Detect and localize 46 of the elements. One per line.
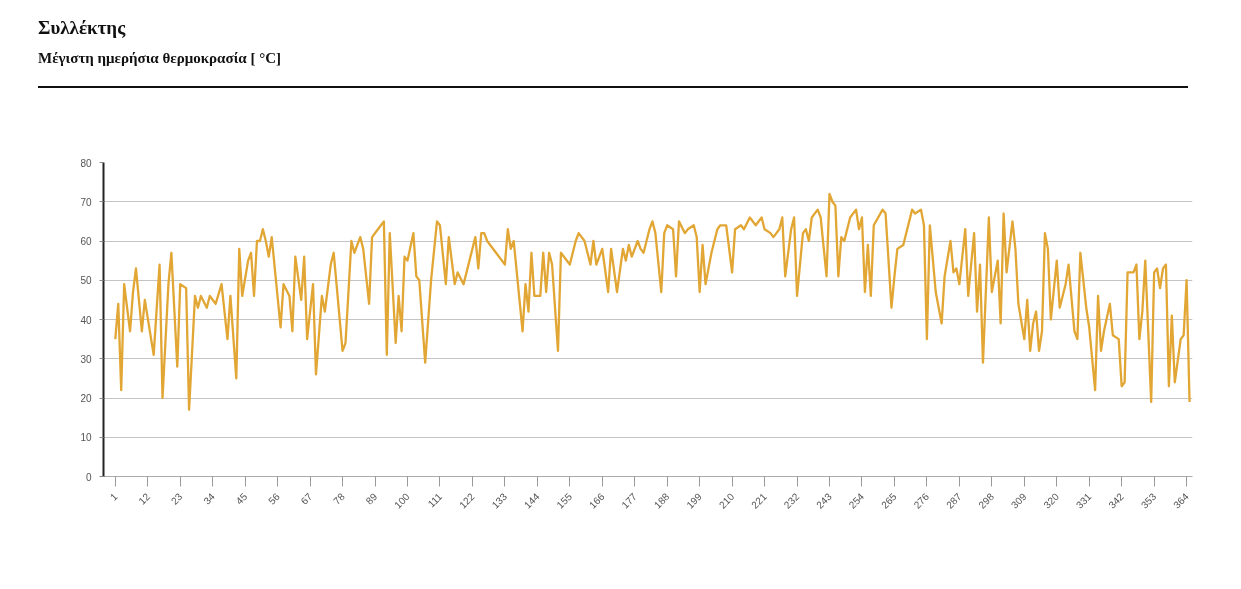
- x-tick-label: 89: [363, 490, 380, 507]
- chart-title: Συλλέκτης: [38, 16, 126, 40]
- y-tick-label: 50: [80, 275, 92, 287]
- x-tick-label: 210: [716, 490, 737, 511]
- y-tick-label: 40: [80, 314, 92, 326]
- x-tick-label: 188: [651, 490, 672, 511]
- x-tick-label: 133: [489, 490, 510, 511]
- y-tick-label: 0: [85, 471, 92, 483]
- x-tick-label: 144: [522, 490, 542, 511]
- x-tick-label: 67: [298, 490, 315, 507]
- x-tick-label: 177: [619, 490, 640, 511]
- x-tick-label: 342: [1106, 490, 1127, 511]
- x-tick-label: 320: [1041, 490, 1062, 511]
- x-tick-label: 23: [168, 490, 185, 507]
- x-tick-label: 265: [879, 490, 899, 511]
- x-tick-label: 111: [425, 490, 445, 510]
- y-tick-label: 80: [80, 157, 92, 169]
- x-tick-label: 298: [976, 490, 997, 511]
- y-tick-label: 10: [80, 432, 92, 444]
- y-tick-label: 20: [80, 393, 92, 404]
- x-tick-label: 155: [554, 490, 575, 511]
- x-tick-label: 232: [781, 490, 802, 511]
- x-tick-label: 243: [814, 490, 835, 511]
- x-tick-label: 353: [1138, 490, 1159, 511]
- y-tick-label: 60: [80, 236, 92, 247]
- x-tick-label: 331: [1073, 490, 1094, 511]
- x-tick-label: 221: [749, 490, 770, 511]
- x-tick-label: 12: [136, 490, 153, 507]
- x-tick-label: 166: [586, 490, 607, 511]
- x-tick-label: 34: [201, 490, 218, 507]
- x-tick-label: 122: [457, 490, 477, 511]
- x-tick-label: 78: [331, 490, 348, 507]
- x-tick-label: 199: [684, 490, 705, 511]
- x-tick-label: 287: [944, 490, 964, 511]
- x-tick-label: 364: [1171, 490, 1192, 511]
- line-series: [114, 192, 1191, 411]
- x-tick-label: 254: [846, 490, 867, 511]
- x-tick-label: 276: [911, 490, 932, 511]
- x-tick-label: 56: [266, 490, 283, 507]
- y-tick-label: 30: [80, 353, 92, 365]
- x-tick-label: 1: [107, 490, 120, 503]
- x-tick-label: 309: [1008, 490, 1029, 511]
- chart-subtitle: Μέγιστη ημερήσια θερμοκρασία [ °C]: [38, 49, 281, 68]
- x-tick-label: 45: [233, 490, 250, 507]
- y-tick-label: 70: [80, 196, 92, 208]
- x-tick-label: 100: [392, 490, 413, 511]
